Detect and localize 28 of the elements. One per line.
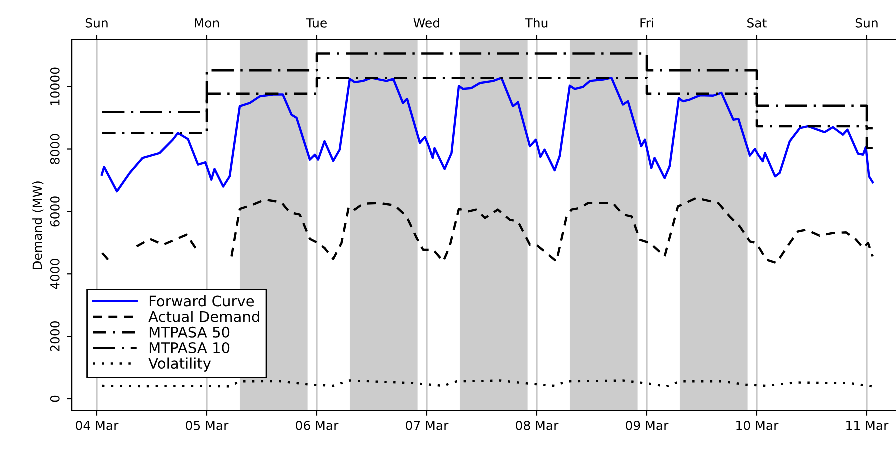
text: Fri bbox=[640, 18, 654, 28]
y-tick-label: 10000 bbox=[50, 68, 60, 106]
legend-label: Volatility bbox=[148, 358, 212, 372]
x-tick-label: 10 Mar bbox=[736, 420, 779, 430]
legend-label: MTPASA 50 bbox=[150, 326, 230, 338]
legend-label: MTPASA 10 bbox=[150, 342, 230, 354]
x-tick-label: 11 Mar bbox=[846, 421, 889, 430]
x-tick-label: 05 Mar bbox=[186, 420, 229, 430]
x-tick-label: 09 Mar bbox=[626, 420, 669, 430]
text: Sat bbox=[748, 18, 767, 28]
text: Sun bbox=[856, 18, 878, 28]
legend-label: Actual Demand bbox=[148, 311, 260, 322]
x-tick-label: 06 Mar bbox=[296, 420, 339, 430]
y-tick-label: 2000 bbox=[50, 321, 60, 352]
legend-label: Forward Curve bbox=[150, 295, 254, 307]
y-tick-label: 0 bbox=[50, 396, 60, 402]
x-tick-label: 08 Mar bbox=[516, 420, 559, 430]
text: Tue bbox=[306, 18, 327, 28]
text: Mon bbox=[195, 18, 220, 28]
y-tick-label: 4000 bbox=[50, 259, 60, 290]
x-tick-label: 07 Mar bbox=[406, 420, 449, 430]
text: Sun bbox=[86, 18, 108, 28]
x-tick-label: 04 Mar bbox=[76, 420, 119, 430]
text: Thu bbox=[525, 18, 548, 28]
y-tick-label: 8000 bbox=[50, 134, 60, 164]
y-tick-label: 6000 bbox=[50, 196, 60, 227]
y-axis-title: Demand (MW) bbox=[32, 182, 44, 270]
text: Wed bbox=[414, 18, 440, 28]
